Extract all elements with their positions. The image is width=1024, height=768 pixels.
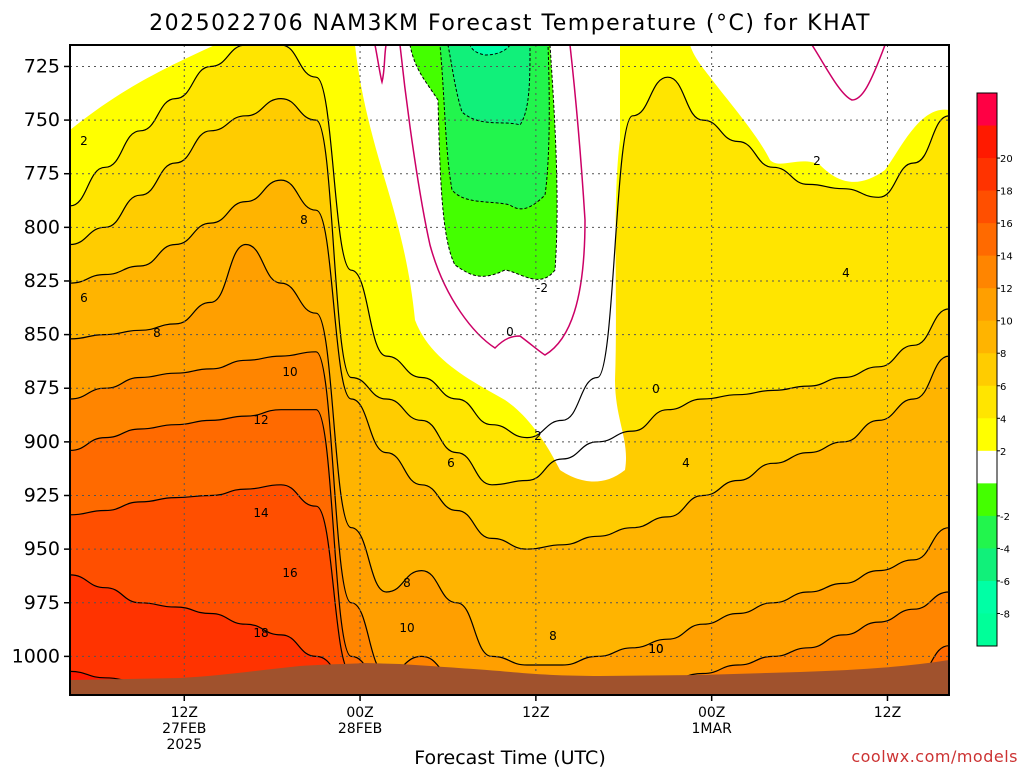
colorbar-segment-3 <box>977 190 997 224</box>
contour-label-0: 2 <box>80 134 88 148</box>
contour-label-3: 8 <box>300 213 308 227</box>
colorbar-label-2: 18 <box>1000 187 1013 198</box>
colorbar-segment-0 <box>977 93 997 127</box>
contour-label-21: 10 <box>648 642 663 656</box>
x-tick-label-0-line2: 27FEB <box>162 721 206 737</box>
contour-label-13: 10 <box>648 642 663 656</box>
x-tick-label-1-line1: 00Z <box>346 705 373 721</box>
contour-label-6: 14 <box>253 506 268 520</box>
colorbar-segment-12 <box>977 483 997 517</box>
isotherm-line-6 <box>70 179 949 550</box>
white-region-upper-right <box>690 45 949 182</box>
colorbar-label-9: 4 <box>1000 414 1006 425</box>
contour-label-9: 8 <box>403 576 411 590</box>
band-warmer-than-16 <box>70 574 949 695</box>
colorbar-segment-11 <box>977 450 997 484</box>
x-tick-label-2-line1: 12Z <box>522 705 549 721</box>
contour-label-4: 10 <box>282 365 297 379</box>
contour-label-19: 4 <box>842 266 850 280</box>
x-tick-label-1-line2: 28FEB <box>338 721 382 737</box>
x-tick-label-0-line1: 12Z <box>171 705 198 721</box>
y-tick-label-975: 975 <box>24 592 60 614</box>
colorbar-segment-2 <box>977 158 997 192</box>
band-minus-6-to-minus-8 <box>447 45 531 126</box>
contour-label-18: 4 <box>682 456 690 470</box>
y-tick-label-725: 725 <box>24 55 60 77</box>
contour-label-5: 12 <box>253 413 268 427</box>
colorbar-segment-1 <box>977 125 997 159</box>
colorbar-segment-5 <box>977 255 997 289</box>
colorbar-segment-15 <box>977 580 997 614</box>
y-tick-label-950: 950 <box>24 538 60 560</box>
y-tick-label-750: 750 <box>24 109 60 131</box>
plot-frame <box>69 44 950 696</box>
credit-text: coolwx.com/models <box>851 747 1018 766</box>
colorbar-label-3: 16 <box>1000 219 1013 230</box>
colorbar-segment-16 <box>977 613 997 647</box>
x-tick-label-3-line1: 00Z <box>698 705 725 721</box>
y-tick-label-1000: 1000 <box>12 645 60 667</box>
colorbar-frame <box>976 92 998 647</box>
contour-label-12: 8 <box>549 629 557 643</box>
zero-isotherm-left-spike <box>374 45 387 85</box>
isotherm-line-4 <box>70 97 949 486</box>
colorbar-segment-13 <box>977 515 997 549</box>
terrain-ground <box>70 660 949 695</box>
contour-label-10: 10 <box>399 621 414 635</box>
x-axis-title: Forecast Time (UTC) <box>414 747 605 768</box>
colorbar-segment-14 <box>977 548 997 582</box>
x-tick-label-0-line3: 2025 <box>166 737 202 753</box>
colorbar-label-15: -8 <box>1000 609 1010 620</box>
chart-title: 2025022706 NAM3KM Forecast Temperature (… <box>149 11 871 36</box>
contour-label-14: 2 <box>534 429 542 443</box>
y-tick-label-925: 925 <box>24 484 60 506</box>
x-tick-label-4-line1: 12Z <box>874 705 901 721</box>
plot-area <box>70 45 949 695</box>
isotherm-line-8 <box>70 243 949 666</box>
y-tick-label-875: 875 <box>24 377 60 399</box>
contour-label-1: 6 <box>80 291 88 305</box>
colorbar-label-13: -4 <box>1000 544 1010 555</box>
colorbar: 20 18 16 14 12 10 8 6 4 2 -2 -4 -6 -8 <box>976 92 1013 647</box>
contour-label-7: 16 <box>282 566 297 580</box>
zero-isotherm-central <box>399 45 586 356</box>
band-below-minus-8 <box>469 45 511 56</box>
y-tick-label-850: 850 <box>24 324 60 346</box>
zero-isotherm-right <box>811 45 886 101</box>
colorbar-segment-7 <box>977 320 997 354</box>
isotherm-line-2 <box>70 45 949 439</box>
contour-label-15: 0 <box>506 325 514 339</box>
contour-label-20: 2 <box>813 154 821 168</box>
colorbar-label-12: -2 <box>1000 512 1010 523</box>
colorbar-label-4: 14 <box>1000 252 1013 263</box>
y-tick-label-775: 775 <box>24 163 60 185</box>
contour-label-16: -2 <box>536 281 548 295</box>
colorbar-label-5: 12 <box>1000 284 1013 295</box>
colorbar-label-1: 20 <box>1000 154 1013 165</box>
colorbar-label-10: 2 <box>1000 447 1006 458</box>
x-tick-label-3-line2: 1MAR <box>692 721 733 737</box>
y-tick-label-800: 800 <box>24 216 60 238</box>
contour-label-8: 18 <box>253 626 268 640</box>
y-tick-label-825: 825 <box>24 270 60 292</box>
colorbar-segment-8 <box>977 353 997 387</box>
colorbar-segment-6 <box>977 288 997 322</box>
colorbar-segment-10 <box>977 418 997 452</box>
colorbar-segment-9 <box>977 385 997 419</box>
colorbar-label-6: 10 <box>1000 317 1013 328</box>
colorbar-label-8: 6 <box>1000 382 1006 393</box>
contour-label-2: 8 <box>153 326 161 340</box>
y-axis: 725 750 775 800 825 850 875 900 925 950 975 1000 <box>12 55 70 667</box>
colorbar-label-14: -6 <box>1000 577 1010 588</box>
colorbar-segment-4 <box>977 223 997 257</box>
colorbar-label-7: 8 <box>1000 349 1006 360</box>
y-tick-label-900: 900 <box>24 431 60 453</box>
contour-label-17: 0 <box>652 382 660 396</box>
contour-label-11: 6 <box>447 456 455 470</box>
